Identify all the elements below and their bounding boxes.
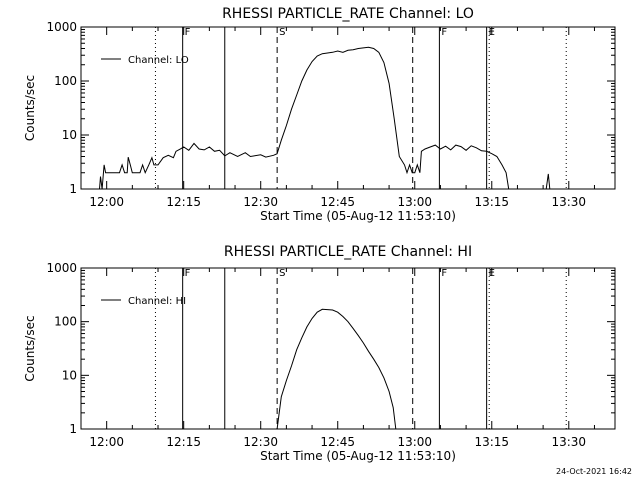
plot-frame bbox=[80, 267, 616, 430]
y-tick-label: 10 bbox=[62, 128, 77, 142]
x-axis-label: Start Time (05-Aug-12 11:53:10) bbox=[260, 449, 456, 463]
event-marker-label: S bbox=[279, 268, 285, 279]
y-tick-label: 1000 bbox=[46, 20, 77, 34]
event-marker-label: F bbox=[441, 268, 447, 279]
series-line-2 bbox=[545, 173, 551, 190]
x-tick-label: 13:15 bbox=[474, 435, 509, 449]
y-tick-label: 1 bbox=[69, 422, 77, 436]
chart-title: RHESSI PARTICLE_RATE Channel: LO bbox=[222, 6, 474, 22]
plot-frame bbox=[80, 26, 616, 190]
x-tick-label: 12:45 bbox=[320, 195, 355, 209]
x-axis-label: Start Time (05-Aug-12 11:53:10) bbox=[260, 209, 456, 223]
x-tick-label: 13:30 bbox=[551, 195, 586, 209]
y-tick-label: 100 bbox=[54, 74, 77, 88]
event-marker-label: E bbox=[489, 268, 495, 279]
event-marker-label: F bbox=[185, 27, 191, 38]
y-axis-label: Counts/sec bbox=[23, 75, 37, 141]
x-tick-label: 12:00 bbox=[89, 195, 124, 209]
x-tick-label: 12:15 bbox=[166, 435, 201, 449]
series-line-1 bbox=[99, 46, 510, 190]
series-line-1 bbox=[276, 308, 397, 430]
legend-label: Channel: HI bbox=[128, 296, 186, 307]
x-tick-label: 12:15 bbox=[166, 195, 201, 209]
x-tick-label: 13:30 bbox=[551, 435, 586, 449]
x-tick-label: 12:30 bbox=[243, 435, 278, 449]
x-tick-label: 12:00 bbox=[89, 435, 124, 449]
event-marker-label: E bbox=[489, 27, 495, 38]
footer-timestamp: 24-Oct-2021 16:42 bbox=[556, 467, 632, 476]
chart-panel-1: RHESSI PARTICLE_RATE Channel: LO 1 10 100 10… bbox=[23, 6, 616, 223]
x-tick-label: 13:00 bbox=[397, 195, 432, 209]
legend-label: Channel: LO bbox=[128, 55, 189, 66]
chart-title: RHESSI PARTICLE_RATE Channel: HI bbox=[224, 244, 472, 260]
chart-panel-2: RHESSI PARTICLE_RATE Channel: HI 1 10 100 10… bbox=[23, 244, 616, 463]
y-tick-label: 1 bbox=[69, 182, 77, 196]
x-tick-label: 13:00 bbox=[397, 435, 432, 449]
y-tick-label: 100 bbox=[54, 315, 77, 329]
event-marker-label: S bbox=[279, 27, 285, 38]
x-tick-label: 12:30 bbox=[243, 195, 278, 209]
y-tick-label: 1000 bbox=[46, 261, 77, 275]
y-tick-label: 10 bbox=[62, 368, 77, 382]
event-marker-label: F bbox=[441, 27, 447, 38]
event-marker-label: F bbox=[185, 268, 191, 279]
y-axis-label: Counts/sec bbox=[23, 315, 37, 381]
x-tick-label: 12:45 bbox=[320, 435, 355, 449]
x-tick-label: 13:15 bbox=[474, 195, 509, 209]
